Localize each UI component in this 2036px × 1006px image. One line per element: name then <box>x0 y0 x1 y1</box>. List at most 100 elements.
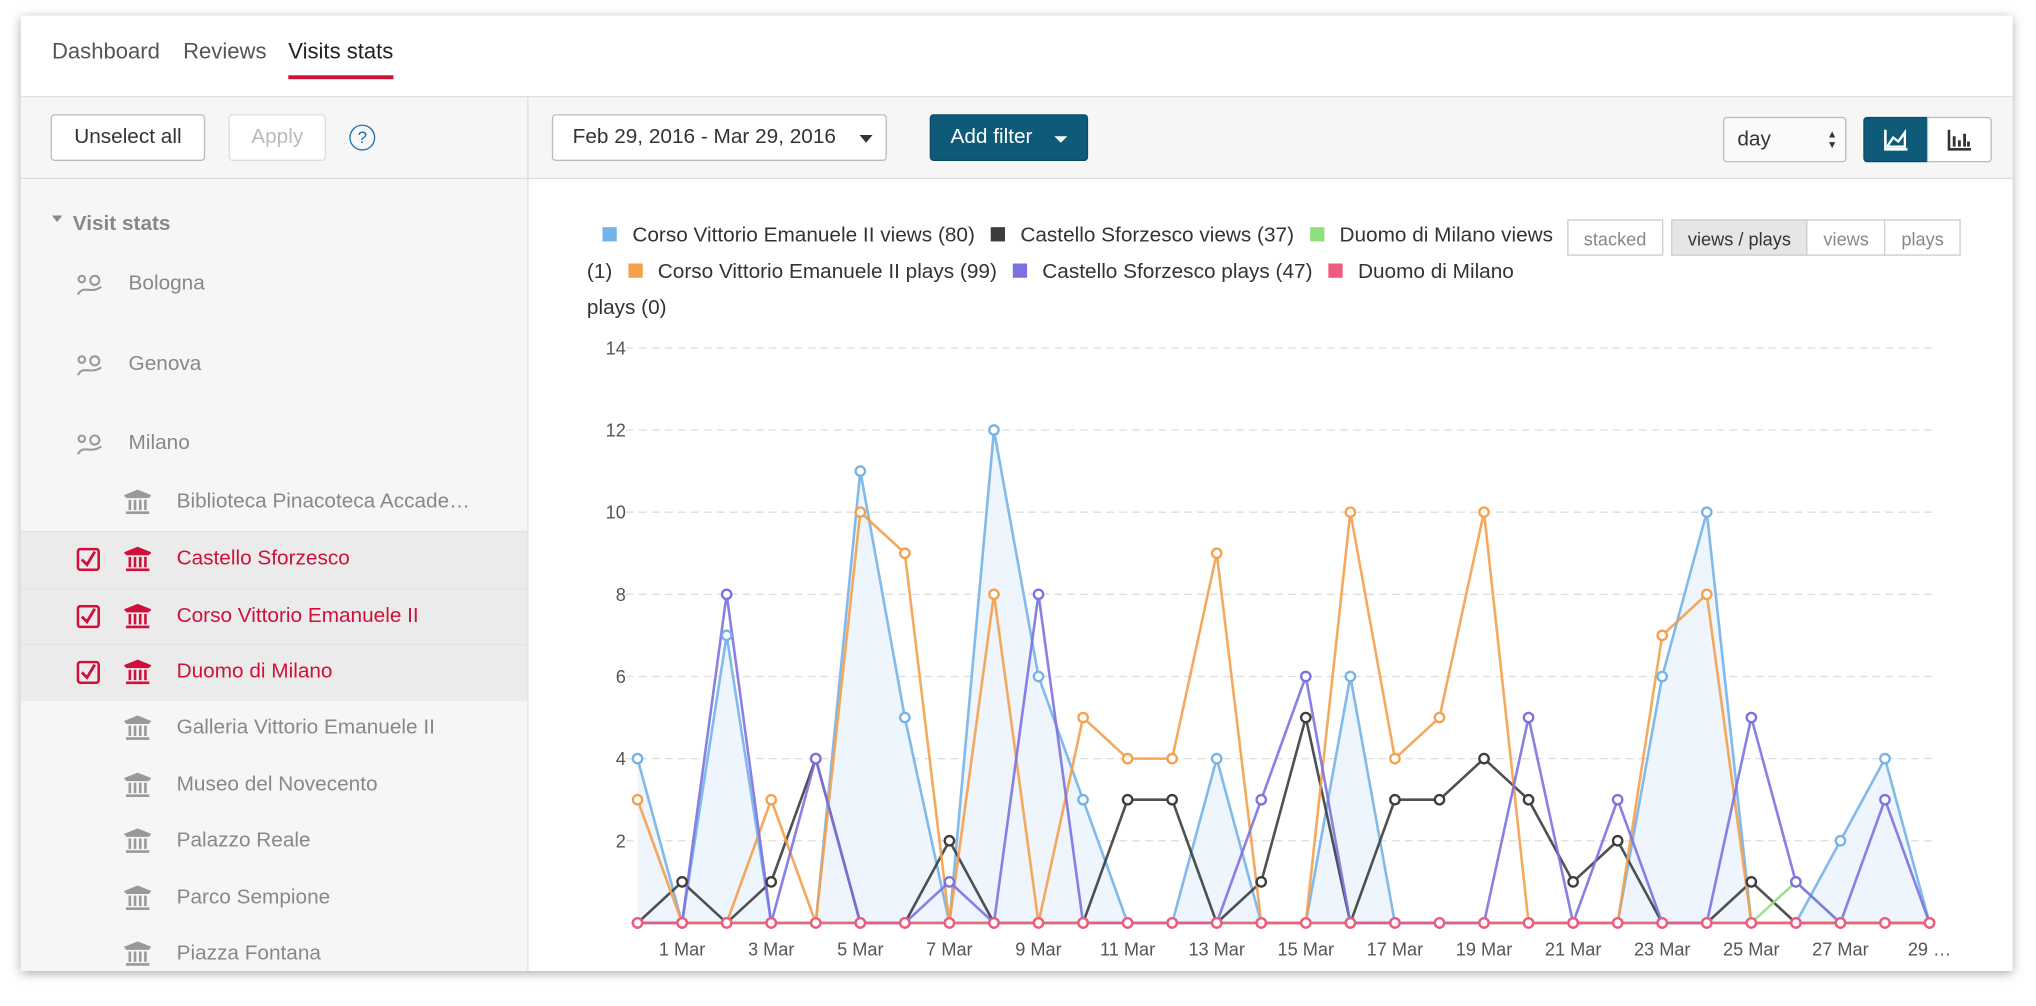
city-icon <box>75 273 104 305</box>
place-row[interactable]: Galleria Vittorio Emanuele II <box>21 701 527 757</box>
toggle[interactable]: views <box>1807 219 1886 256</box>
x-tick-label: 11 Mar <box>1100 939 1155 959</box>
place-name: Galleria Vittorio Emanuele II <box>176 716 435 739</box>
point <box>1344 506 1357 519</box>
legend-label: Corso Vittorio Emanuele II views (80) <box>632 224 975 247</box>
point <box>1700 506 1713 519</box>
point <box>1299 711 1312 724</box>
point <box>765 793 778 806</box>
checkbox[interactable] <box>76 604 100 634</box>
toggle[interactable]: plays <box>1885 219 1961 256</box>
select-arrows: ▲ ▼ <box>1827 128 1838 151</box>
toggle[interactable]: stacked <box>1566 219 1664 256</box>
place-icon <box>123 885 152 917</box>
city-row[interactable]: Milano <box>21 417 527 473</box>
place-name: Castello Sforzesco <box>176 547 350 570</box>
point <box>1166 917 1179 929</box>
point <box>1522 793 1535 806</box>
city-name: Milano <box>128 432 190 455</box>
point <box>943 876 956 888</box>
city-row[interactable]: Genova <box>21 337 527 393</box>
point <box>1611 917 1624 929</box>
point <box>1656 917 1669 929</box>
place-name: Palazzo Reale <box>176 829 311 852</box>
point <box>1032 588 1045 601</box>
checkbox[interactable] <box>76 547 100 578</box>
legend-item[interactable]: Corso Vittorio Emanuele II views (80) <box>587 225 975 247</box>
point <box>1433 917 1446 929</box>
place-name: Parco Sempione <box>176 886 331 909</box>
point <box>1255 876 1268 888</box>
legend-item[interactable]: Castello Sforzesco plays (47) <box>997 261 1313 283</box>
section-header[interactable]: Visit stats <box>51 213 171 236</box>
y-tick-label: 8 <box>616 585 626 605</box>
point <box>1077 917 1089 929</box>
point <box>1700 917 1713 929</box>
place-row[interactable]: Castello Sforzesco <box>20 531 528 589</box>
place-row[interactable]: Museo del Novecento <box>21 757 527 813</box>
bar-icon <box>1947 129 1972 151</box>
point <box>765 917 778 929</box>
x-tick-label: 19 Mar <box>1456 939 1513 959</box>
tab[interactable]: Reviews <box>183 38 267 64</box>
add-filter[interactable]: Add filter <box>929 114 1089 161</box>
point <box>1299 917 1312 929</box>
place-row[interactable]: Piazza Fontana <box>21 927 527 971</box>
point <box>1745 711 1758 724</box>
legend-item[interactable]: Castello Sforzesco views (37) <box>975 225 1294 247</box>
point <box>720 588 733 601</box>
help-icon[interactable]: ? <box>349 124 376 151</box>
toggle-active[interactable]: views / plays <box>1671 219 1808 256</box>
y-tick-label: 14 <box>606 338 626 358</box>
point <box>1834 917 1847 929</box>
checkbox[interactable] <box>76 661 100 691</box>
place-row[interactable]: Palazzo Reale <box>21 814 527 870</box>
place-row[interactable]: Parco Sempione <box>21 871 527 927</box>
unselect-button[interactable]: Unselect all <box>50 114 206 161</box>
legend-label: Castello Sforzesco views (37) <box>1020 224 1295 247</box>
point <box>1344 670 1357 683</box>
point <box>899 711 911 724</box>
apply-button[interactable]: Apply <box>228 114 326 161</box>
point <box>1745 876 1758 888</box>
add-filter-text: Add filter <box>950 125 1033 148</box>
point <box>676 917 688 929</box>
place-icon <box>123 488 152 521</box>
date-range[interactable]: Feb 29, 2016 - Mar 29, 2016 <box>551 114 887 161</box>
point <box>1210 917 1223 929</box>
point <box>854 465 867 477</box>
place-name: Corso Vittorio Emanuele II <box>176 604 419 627</box>
legend-item[interactable]: Duomo di Milano plays (0) <box>587 261 1514 319</box>
point <box>1210 547 1223 560</box>
place-row[interactable]: Biblioteca Pinacoteca Accade… <box>21 474 527 530</box>
x-tick-label: 1 Mar <box>659 939 705 959</box>
y-tick-label: 6 <box>616 667 626 687</box>
point <box>1522 711 1535 724</box>
point <box>1077 711 1089 724</box>
point <box>1121 917 1134 929</box>
legend-item[interactable]: Duomo di Milano views (1) <box>587 225 1553 283</box>
point <box>1923 917 1936 929</box>
x-tick-label: 13 Mar <box>1188 939 1245 959</box>
legend-item[interactable]: Corso Vittorio Emanuele II plays (99) <box>612 261 997 283</box>
point <box>1255 793 1268 806</box>
tab-active[interactable]: Visits stats <box>288 38 394 64</box>
point <box>1656 670 1669 683</box>
interval-text: day <box>1737 128 1771 151</box>
y-tick-label: 10 <box>606 503 626 523</box>
bar-view-button[interactable] <box>1926 116 1992 163</box>
line-view-button[interactable] <box>1863 116 1929 163</box>
point <box>631 917 644 929</box>
city-row[interactable]: Bologna <box>21 257 527 313</box>
x-tick-label: 9 Mar <box>1015 939 1061 959</box>
interval-select[interactable]: day ▲ ▼ <box>1723 116 1847 163</box>
point <box>631 752 644 765</box>
tab[interactable]: Dashboard <box>51 38 160 64</box>
x-tick-label: 15 Mar <box>1278 939 1335 959</box>
point <box>676 876 688 888</box>
place-row[interactable]: Corso Vittorio Emanuele II <box>20 587 528 645</box>
date-range-text: Feb 29, 2016 - Mar 29, 2016 <box>572 125 836 148</box>
place-row[interactable]: Duomo di Milano <box>20 644 528 702</box>
